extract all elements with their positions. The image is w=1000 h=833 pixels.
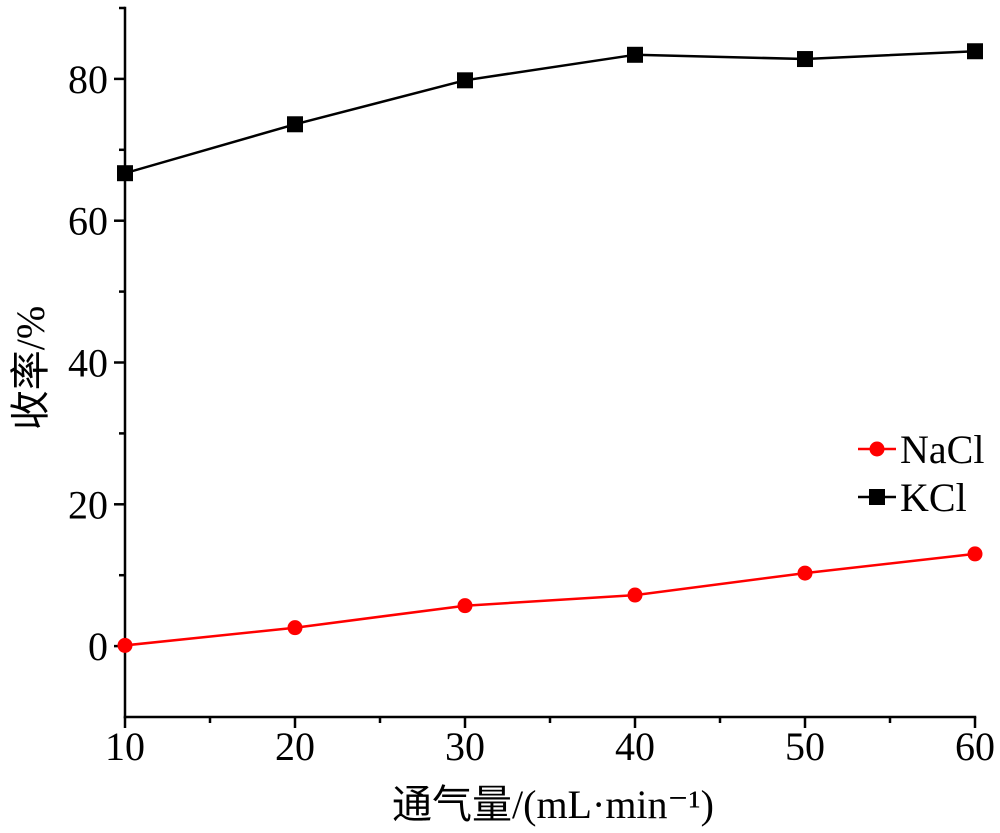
- axis-ticks: [114, 6, 977, 728]
- x-tick-label: 10: [105, 724, 145, 769]
- y-axis-title: 收率/%: [8, 306, 53, 430]
- data-point-kcl: [117, 165, 133, 182]
- x-tick-label: 20: [275, 724, 315, 769]
- y-tick-label: 0: [88, 624, 108, 669]
- series-line-nacl: [124, 552, 976, 647]
- data-point-kcl: [457, 72, 473, 89]
- series-line-kcl: [124, 49, 976, 175]
- series-kcl: [117, 43, 983, 182]
- legend-marker-kcl: [869, 489, 885, 505]
- data-point-nacl: [967, 546, 983, 562]
- series-nacl: [117, 546, 983, 653]
- data-point-nacl: [627, 587, 643, 603]
- data-point-kcl: [627, 46, 643, 63]
- legend-label-nacl: NaCl: [900, 427, 984, 472]
- data-point-nacl: [287, 620, 303, 636]
- legend-label-kcl: KCl: [900, 475, 967, 520]
- data-point-kcl: [967, 43, 983, 60]
- legend-marker-nacl: [869, 441, 885, 457]
- data-point-nacl: [457, 598, 473, 614]
- x-axis-title: 通气量/(mL·min⁻¹): [392, 782, 714, 827]
- data-point-nacl: [797, 565, 813, 581]
- y-tick-label: 40: [68, 341, 108, 386]
- data-point-kcl: [287, 116, 303, 133]
- y-tick-label: 80: [68, 57, 108, 102]
- x-tick-label: 30: [445, 724, 485, 769]
- axes: [123, 6, 977, 719]
- x-tick-label: 50: [785, 724, 825, 769]
- tick-labels: 0 20 40 60 80 10 20 30 40 50 60: [68, 57, 995, 769]
- legend-entry-nacl: NaCl: [858, 427, 984, 472]
- data-point-kcl: [797, 51, 813, 68]
- y-tick-label: 60: [68, 199, 108, 244]
- x-tick-label: 60: [955, 724, 995, 769]
- x-tick-label: 40: [615, 724, 655, 769]
- data-point-nacl: [117, 637, 133, 653]
- legend-entry-kcl: KCl: [858, 475, 967, 520]
- y-tick-label: 20: [68, 482, 108, 527]
- data-series: [117, 43, 983, 653]
